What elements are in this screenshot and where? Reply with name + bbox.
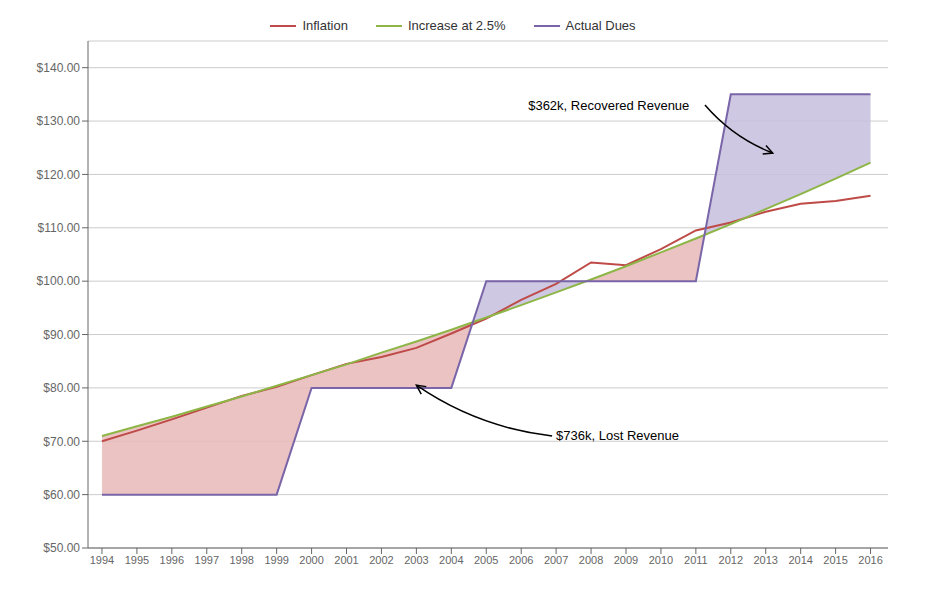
svg-text:2010: 2010 <box>649 554 673 566</box>
svg-text:2009: 2009 <box>614 554 638 566</box>
svg-text:2003: 2003 <box>404 554 428 566</box>
svg-text:$110.00: $110.00 <box>38 221 81 235</box>
svg-text:2015: 2015 <box>823 554 847 566</box>
svg-text:$140.00: $140.00 <box>37 61 81 75</box>
svg-text:2001: 2001 <box>334 554 358 566</box>
svg-text:2014: 2014 <box>788 554 812 566</box>
svg-text:2016: 2016 <box>858 554 882 566</box>
svg-text:1995: 1995 <box>125 554 149 566</box>
svg-text:2008: 2008 <box>579 554 603 566</box>
svg-text:2012: 2012 <box>719 554 743 566</box>
svg-text:1996: 1996 <box>160 554 184 566</box>
svg-text:$100.00: $100.00 <box>37 274 81 288</box>
svg-text:2007: 2007 <box>544 554 568 566</box>
svg-text:$50.00: $50.00 <box>43 541 80 555</box>
svg-text:1994: 1994 <box>90 554 114 566</box>
svg-text:$130.00: $130.00 <box>37 114 81 128</box>
svg-text:2002: 2002 <box>369 554 393 566</box>
svg-text:1998: 1998 <box>229 554 253 566</box>
svg-text:2000: 2000 <box>299 554 323 566</box>
svg-text:$736k, Lost Revenue: $736k, Lost Revenue <box>556 428 679 443</box>
svg-text:$70.00: $70.00 <box>43 435 80 449</box>
svg-text:$90.00: $90.00 <box>43 328 80 342</box>
svg-text:1997: 1997 <box>195 554 219 566</box>
html-text:Actual Dues: Actual Dues <box>565 18 636 33</box>
svg-text:$120.00: $120.00 <box>37 168 81 182</box>
svg-text:2006: 2006 <box>509 554 533 566</box>
svg-text:2013: 2013 <box>753 554 777 566</box>
svg-text:2005: 2005 <box>474 554 498 566</box>
svg-text:$60.00: $60.00 <box>43 488 80 502</box>
svg-text:$362k, Recovered Revenue: $362k, Recovered Revenue <box>528 98 689 113</box>
svg-text:2011: 2011 <box>684 554 708 566</box>
svg-text:1999: 1999 <box>264 554 288 566</box>
svg-text:$80.00: $80.00 <box>43 381 80 395</box>
html-text:Increase at 2.5%: Increase at 2.5% <box>407 18 506 33</box>
svg-text:2004: 2004 <box>439 554 463 566</box>
html-text:Inflation: Inflation <box>302 18 348 33</box>
